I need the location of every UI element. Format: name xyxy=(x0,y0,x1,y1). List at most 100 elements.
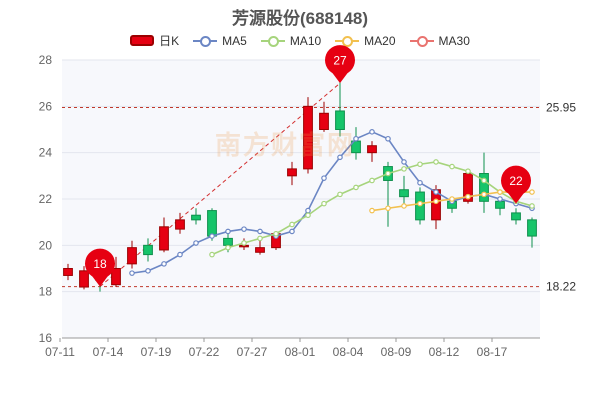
legend-item-ma30[interactable]: MA30 xyxy=(409,33,470,48)
legend-label-ma5: MA5 xyxy=(222,33,247,48)
candle xyxy=(335,80,345,137)
reference-lines: 25.95 18.22 xyxy=(62,100,576,294)
candle-body xyxy=(63,268,73,276)
ma5-line-icon xyxy=(193,34,218,48)
legend: 日K MA5 MA10 MA20 MA30 xyxy=(0,32,600,49)
ma-point xyxy=(305,212,311,219)
ma-point xyxy=(209,251,215,258)
ma-point xyxy=(401,203,407,209)
candle-body xyxy=(527,219,537,237)
ma-point xyxy=(385,205,391,212)
x-tick-label: 08-09 xyxy=(381,345,412,359)
candle xyxy=(143,238,153,262)
legend-label-ma30: MA30 xyxy=(438,33,470,48)
ma-point xyxy=(385,170,391,177)
candle xyxy=(79,266,89,290)
ma-point xyxy=(337,191,343,198)
axes: 16 18 20 22 24 26 28 07-11 07-14 07-19 07-22 07-27 0… xyxy=(39,53,540,359)
y-tick-label: 26 xyxy=(39,99,53,113)
ma-point xyxy=(497,196,503,202)
ma-point xyxy=(465,168,471,175)
ma-point xyxy=(529,203,535,209)
candle xyxy=(303,97,313,174)
candle xyxy=(527,217,537,248)
ma-series-ma10 xyxy=(209,159,535,258)
candle xyxy=(287,161,297,186)
legend-item-ma10[interactable]: MA10 xyxy=(260,33,322,48)
ma-point xyxy=(289,228,295,235)
y-tick-label: 18 xyxy=(39,285,53,299)
ma-series-ma20 xyxy=(369,189,535,214)
markers: 18 27 22 xyxy=(85,45,531,287)
candle-body xyxy=(495,200,505,209)
ma30-line-icon xyxy=(409,34,434,48)
trend-line-segment xyxy=(99,82,341,287)
candle-body xyxy=(207,210,217,237)
x-tick-label: 07-22 xyxy=(189,345,220,359)
ma-point xyxy=(241,226,247,232)
candle-body xyxy=(191,214,201,221)
ma-point xyxy=(257,228,263,235)
ma-point xyxy=(481,177,487,184)
legend-item-kline[interactable]: 日K xyxy=(130,32,179,49)
candle-body xyxy=(367,145,377,154)
ma-point xyxy=(385,135,391,142)
y-tick-label: 22 xyxy=(39,192,53,206)
candle-body xyxy=(111,268,121,286)
reference-line-label: 18.22 xyxy=(546,280,576,294)
y-tick-label: 28 xyxy=(39,53,53,67)
pin-marker: 27 xyxy=(325,45,355,84)
ma-point xyxy=(225,244,231,251)
ma-point xyxy=(433,189,439,195)
ma-point xyxy=(465,193,471,200)
ma20-line-icon xyxy=(335,34,360,48)
ma10-line-icon xyxy=(260,34,285,48)
ma-point xyxy=(417,161,423,168)
ma-point xyxy=(225,228,231,235)
x-tick-label: 08-17 xyxy=(477,345,508,359)
legend-item-ma5[interactable]: MA5 xyxy=(193,34,247,48)
ma-point xyxy=(401,166,407,172)
moving-averages xyxy=(129,129,535,276)
ma-point xyxy=(369,129,375,135)
candle xyxy=(191,208,201,225)
ma-point xyxy=(417,179,423,186)
candle xyxy=(175,212,185,234)
x-tick-label: 07-11 xyxy=(45,345,75,359)
ma-point xyxy=(449,163,455,170)
ma-point xyxy=(257,235,263,242)
ma-point xyxy=(305,207,311,214)
ma-point xyxy=(497,189,503,195)
x-tick-label: 07-27 xyxy=(237,345,268,359)
ma-point xyxy=(209,233,215,239)
candle xyxy=(159,217,169,253)
pin-label: 27 xyxy=(333,54,347,68)
ma-point xyxy=(369,177,375,184)
ma-point xyxy=(529,189,535,195)
candle xyxy=(127,240,137,269)
candle-body xyxy=(335,110,345,130)
ma-point xyxy=(433,159,439,165)
ma-point xyxy=(177,251,183,258)
pin-marker: 22 xyxy=(501,165,531,204)
pin-tip xyxy=(331,72,349,84)
candle-body xyxy=(319,112,329,130)
ma-point xyxy=(449,196,455,202)
trend-line xyxy=(99,82,341,287)
ma-point xyxy=(337,154,343,161)
candle-body xyxy=(511,212,521,221)
legend-label-ma10: MA10 xyxy=(289,33,322,48)
candle-body xyxy=(479,173,489,202)
ma-point xyxy=(321,175,327,181)
legend-item-ma20[interactable]: MA20 xyxy=(335,33,396,48)
ma-point xyxy=(161,261,167,267)
candle-body xyxy=(303,105,313,170)
kline-swatch-icon xyxy=(130,35,155,46)
pin-tip xyxy=(91,275,109,287)
candle-body xyxy=(159,226,169,251)
ma-point xyxy=(241,240,247,246)
pin-label: 18 xyxy=(93,257,107,271)
ma-point xyxy=(481,191,487,198)
legend-label-ma20: MA20 xyxy=(364,33,396,48)
x-tick-label: 07-19 xyxy=(141,345,172,359)
